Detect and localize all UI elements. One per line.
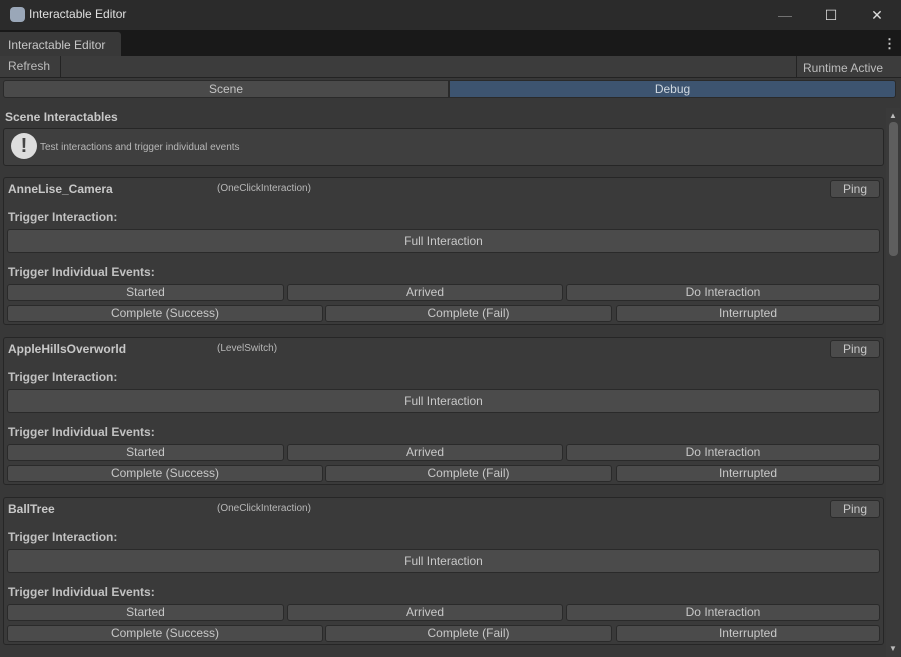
interactable-type: (OneClickInteraction) (217, 183, 311, 194)
ping-button[interactable]: Ping (830, 180, 880, 198)
help-text: Test interactions and trigger individual… (40, 142, 240, 153)
interrupted-button[interactable]: Interrupted (616, 305, 880, 322)
app-icon (10, 7, 25, 22)
help-box: ! Test interactions and trigger individu… (3, 128, 884, 166)
maximize-icon[interactable]: ☐ (824, 7, 838, 23)
full-interaction-button[interactable]: Full Interaction (7, 549, 880, 573)
info-icon: ! (11, 133, 37, 159)
complete-success-button[interactable]: Complete (Success) (7, 305, 323, 322)
tab-interactable-editor[interactable]: Interactable Editor (0, 32, 121, 56)
started-button[interactable]: Started (7, 604, 284, 621)
toolbar (0, 56, 901, 78)
started-button[interactable]: Started (7, 444, 284, 461)
interactable-name: AppleHillsOverworld (8, 342, 127, 356)
interactable-card: AnneLise_Camera (OneClickInteraction) Pi… (3, 177, 884, 325)
events-label: Trigger Individual Events: (8, 425, 155, 439)
trigger-label: Trigger Interaction: (8, 530, 118, 544)
ping-button[interactable]: Ping (830, 340, 880, 358)
title-bar (0, 0, 901, 30)
trigger-label: Trigger Interaction: (8, 370, 118, 384)
scrollbar-thumb[interactable] (889, 122, 898, 256)
interactable-type: (LevelSwitch) (217, 343, 278, 354)
scroll-up-icon[interactable]: ▲ (889, 111, 897, 120)
runtime-status: Runtime Active (796, 56, 896, 78)
complete-fail-button[interactable]: Complete (Fail) (325, 305, 612, 322)
tab-scene[interactable]: Scene (3, 80, 449, 98)
events-label: Trigger Individual Events: (8, 265, 155, 279)
interactable-card: AppleHillsOverworld (LevelSwitch) Ping T… (3, 337, 884, 485)
full-interaction-button[interactable]: Full Interaction (7, 229, 880, 253)
trigger-label: Trigger Interaction: (8, 210, 118, 224)
arrived-button[interactable]: Arrived (287, 284, 563, 301)
events-label: Trigger Individual Events: (8, 585, 155, 599)
minimize-icon[interactable]: — (778, 7, 792, 23)
complete-success-button[interactable]: Complete (Success) (7, 625, 323, 642)
arrived-button[interactable]: Arrived (287, 604, 563, 621)
window-title: Interactable Editor (29, 7, 127, 21)
more-menu-icon[interactable]: ⋮ (883, 36, 896, 51)
interactable-name: BallTree (8, 502, 55, 516)
do-interaction-button[interactable]: Do Interaction (566, 444, 880, 461)
close-icon[interactable]: ✕ (871, 7, 883, 23)
interrupted-button[interactable]: Interrupted (616, 625, 880, 642)
tab-debug[interactable]: Debug (449, 80, 896, 98)
arrived-button[interactable]: Arrived (287, 444, 563, 461)
interactable-type: (OneClickInteraction) (217, 503, 311, 514)
do-interaction-button[interactable]: Do Interaction (566, 604, 880, 621)
complete-fail-button[interactable]: Complete (Fail) (325, 465, 612, 482)
tab-bar (0, 30, 901, 56)
scroll-down-icon[interactable]: ▼ (889, 644, 897, 653)
interactable-card: BallTree (OneClickInteraction) Ping Trig… (3, 497, 884, 645)
full-interaction-button[interactable]: Full Interaction (7, 389, 880, 413)
refresh-button[interactable]: Refresh (0, 56, 61, 78)
ping-button[interactable]: Ping (830, 500, 880, 518)
section-title: Scene Interactables (5, 110, 118, 124)
interrupted-button[interactable]: Interrupted (616, 465, 880, 482)
complete-success-button[interactable]: Complete (Success) (7, 465, 323, 482)
do-interaction-button[interactable]: Do Interaction (566, 284, 880, 301)
started-button[interactable]: Started (7, 284, 284, 301)
interactable-name: AnneLise_Camera (8, 182, 113, 196)
complete-fail-button[interactable]: Complete (Fail) (325, 625, 612, 642)
